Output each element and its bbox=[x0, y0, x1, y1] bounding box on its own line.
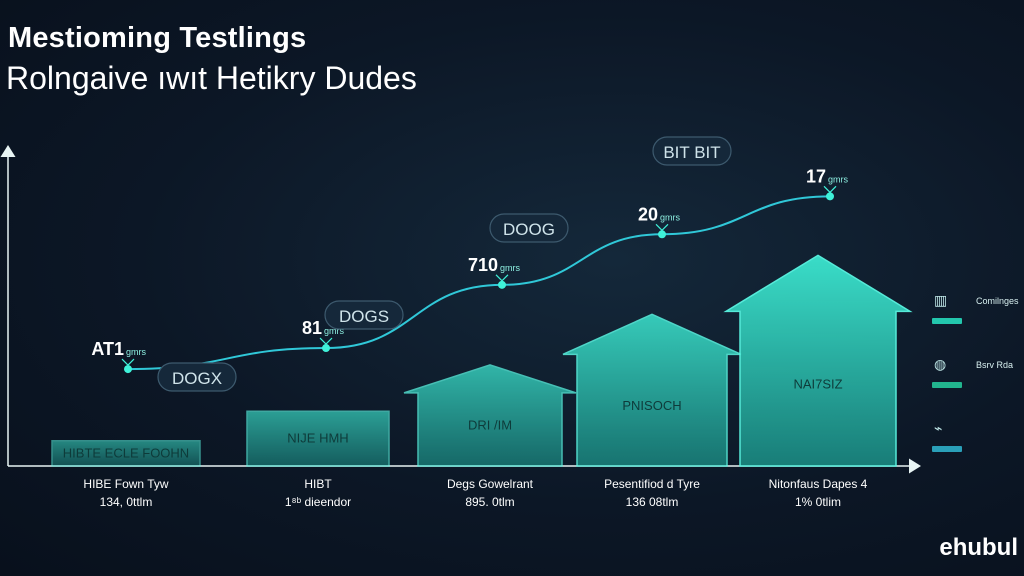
legend: ▥ Comilnges ◍ Bsrv Rda ⌁ bbox=[928, 292, 1024, 484]
badge-bg bbox=[489, 213, 569, 243]
legend-item: ⌁ bbox=[928, 420, 1024, 484]
chart-subtitle: Rolngaive ıwıt Hetikry Dudes bbox=[6, 60, 417, 96]
legend-swatch bbox=[932, 382, 962, 388]
bar-label: NAI7SIZ bbox=[793, 377, 842, 392]
point-pointer bbox=[121, 358, 135, 366]
x-tick-sublabel: 134, 0ttlm bbox=[100, 495, 153, 509]
legend-item: ◍ Bsrv Rda bbox=[928, 356, 1024, 420]
x-tick-sublabel: 1% 0tlim bbox=[795, 495, 841, 509]
bar-label: NIJE HMH bbox=[287, 431, 348, 446]
x-tick-label: HIBT bbox=[304, 477, 332, 491]
badge-label: DOGS bbox=[339, 307, 389, 326]
point-unit-label: gmrs bbox=[126, 347, 146, 357]
x-tick-label: Nitonfaus Dapes 4 bbox=[769, 477, 868, 491]
point-value-label: 20 bbox=[638, 204, 658, 224]
legend-swatch bbox=[932, 446, 962, 452]
bar-label: PNISOCH bbox=[622, 398, 681, 413]
badge-bg bbox=[157, 362, 237, 392]
point-pointer bbox=[319, 337, 333, 345]
point-unit-label: gmrs bbox=[660, 212, 680, 222]
chart-icon: ▥ bbox=[934, 292, 948, 308]
legend-item: ▥ Comilnges bbox=[928, 292, 1024, 356]
x-tick-label: HIBE Fown Tyw bbox=[83, 477, 168, 491]
bar bbox=[51, 439, 201, 467]
x-tick-sublabel: 136 08tlm bbox=[626, 495, 679, 509]
bar bbox=[403, 364, 577, 467]
point-value-label: 17 bbox=[806, 166, 826, 186]
leaf-icon: ⌁ bbox=[934, 420, 943, 436]
x-tick-label: Pesentifiod d Tyre bbox=[604, 477, 700, 491]
point-value-label: 81 bbox=[302, 318, 322, 338]
point-pointer bbox=[495, 274, 509, 282]
x-tick-sublabel: 1⁸ᵇ dieendor bbox=[285, 495, 351, 509]
legend-label: Comilnges bbox=[976, 296, 1019, 306]
brand-logo: ehubul bbox=[939, 534, 1018, 561]
line-point bbox=[826, 192, 834, 201]
legend-label: Bsrv Rda bbox=[976, 360, 1014, 370]
x-tick-sublabel: 895. 0tlm bbox=[465, 495, 514, 509]
bar-label: DRI /IM bbox=[468, 417, 512, 432]
point-unit-label: gmrs bbox=[500, 263, 520, 273]
badge-bg bbox=[652, 136, 732, 166]
x-tick-label: Degs Gowelrant bbox=[447, 477, 534, 491]
bar bbox=[246, 410, 390, 467]
point-value-label: 710 bbox=[468, 255, 498, 275]
bar bbox=[562, 313, 742, 467]
point-pointer bbox=[655, 223, 669, 232]
bar-label: HIBTE ECLE FOOHN bbox=[63, 445, 189, 460]
point-pointer bbox=[823, 185, 837, 194]
badge-bg bbox=[324, 300, 404, 330]
point-value-label: AT1 bbox=[91, 339, 124, 359]
bar bbox=[723, 254, 913, 467]
line-point bbox=[498, 280, 506, 289]
point-unit-label: gmrs bbox=[828, 174, 848, 184]
point-unit-label: gmrs bbox=[324, 326, 344, 336]
legend-swatch bbox=[932, 318, 962, 324]
line-point bbox=[658, 230, 666, 239]
badge-label: BIT BIT bbox=[663, 143, 720, 162]
chart-title: Mestioming Testlings bbox=[8, 22, 307, 54]
line-point bbox=[124, 365, 132, 374]
apple-icon: ◍ bbox=[934, 356, 947, 372]
line-point bbox=[322, 344, 330, 353]
badge-label: DOOG bbox=[503, 220, 555, 239]
trend-line bbox=[127, 195, 831, 371]
badge-label: DOGX bbox=[172, 369, 222, 388]
